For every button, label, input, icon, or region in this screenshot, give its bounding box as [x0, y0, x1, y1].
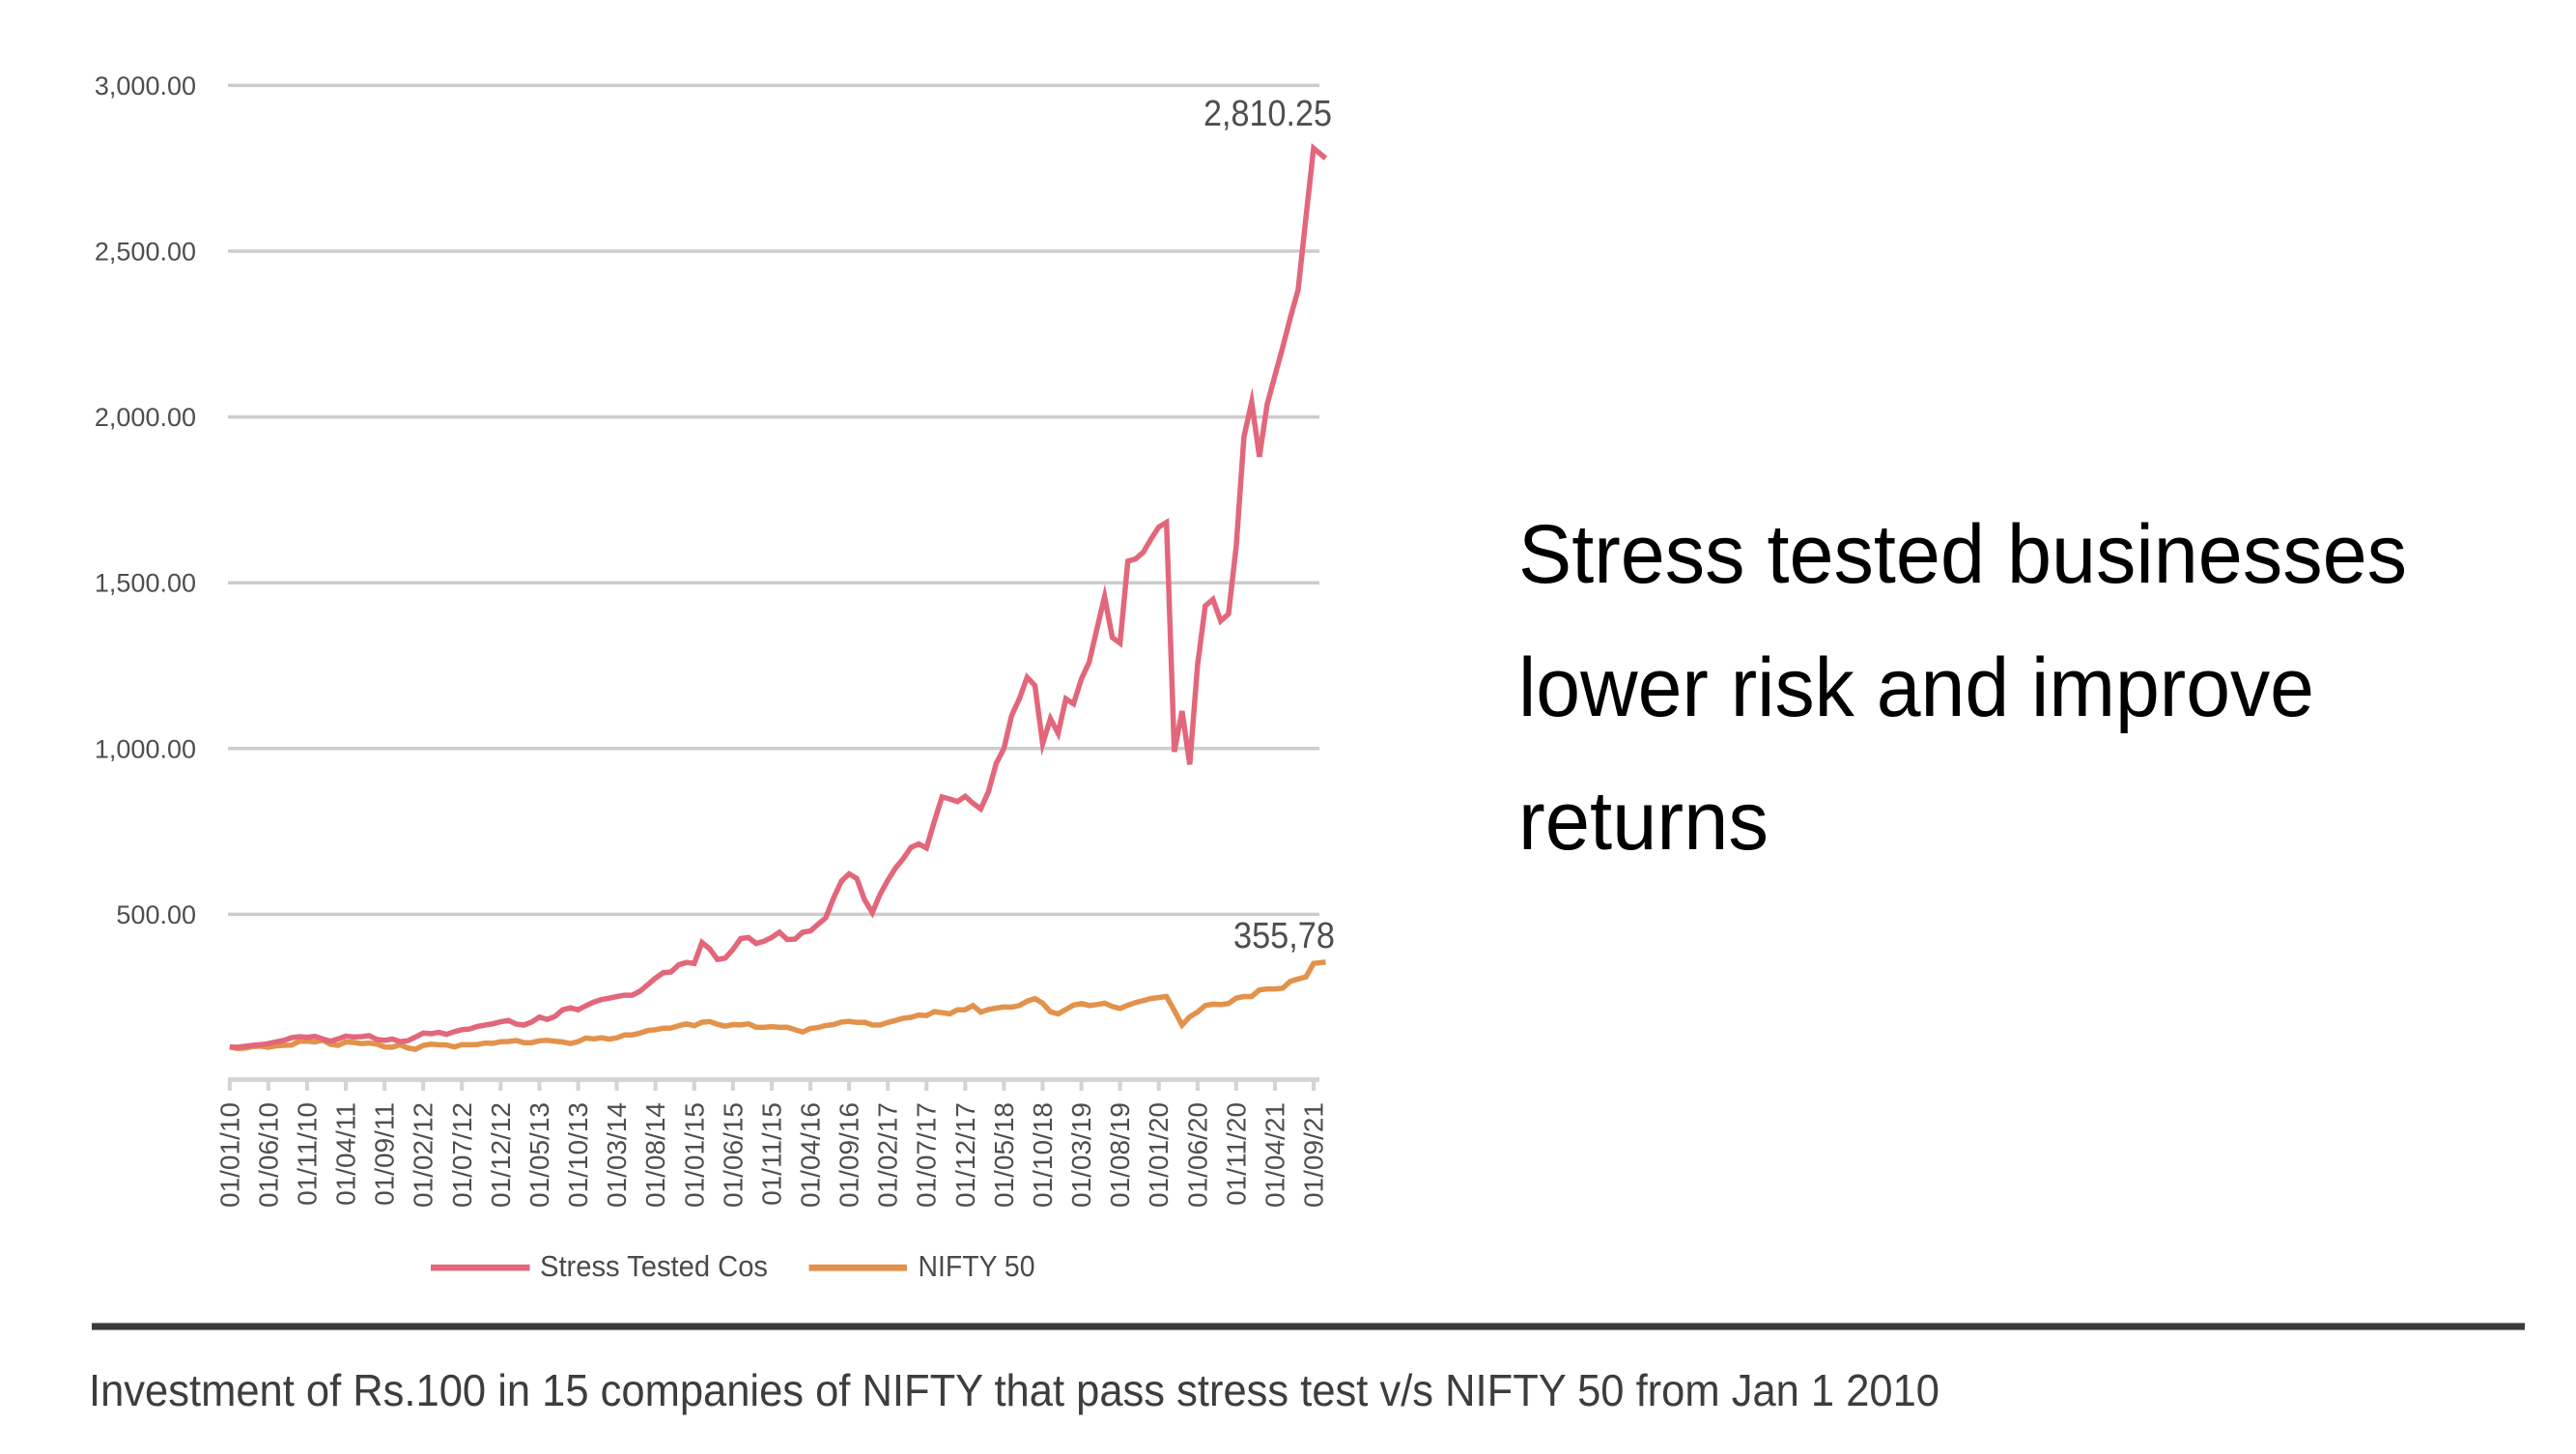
svg-text:01/02/17: 01/02/17	[873, 1102, 903, 1208]
svg-text:01/04/16: 01/04/16	[796, 1102, 826, 1208]
svg-text:355,78: 355,78	[1233, 916, 1335, 956]
svg-text:01/07/17: 01/07/17	[912, 1102, 942, 1208]
svg-text:01/05/18: 01/05/18	[989, 1102, 1019, 1208]
svg-text:Investment of Rs.100 in 15 com: Investment of Rs.100 in 15 companies of …	[89, 1365, 1939, 1415]
svg-text:01/08/14: 01/08/14	[640, 1102, 670, 1208]
svg-text:01/11/15: 01/11/15	[756, 1102, 786, 1206]
svg-text:01/10/18: 01/10/18	[1028, 1102, 1058, 1208]
svg-text:01/01/20: 01/01/20	[1144, 1102, 1174, 1208]
svg-text:1,000.00: 1,000.00	[95, 734, 196, 763]
svg-text:01/08/19: 01/08/19	[1105, 1102, 1135, 1208]
svg-text:01/01/15: 01/01/15	[679, 1102, 709, 1208]
svg-text:01/04/11: 01/04/11	[331, 1102, 361, 1206]
svg-text:3,000.00: 3,000.00	[95, 71, 196, 100]
svg-text:01/06/20: 01/06/20	[1182, 1102, 1212, 1208]
svg-text:1,500.00: 1,500.00	[95, 569, 196, 598]
svg-text:returns: returns	[1518, 775, 1769, 868]
svg-text:01/06/15: 01/06/15	[718, 1102, 748, 1208]
svg-text:01/10/13: 01/10/13	[563, 1102, 593, 1208]
svg-text:01/03/14: 01/03/14	[602, 1102, 632, 1208]
svg-text:01/05/13: 01/05/13	[524, 1102, 554, 1208]
svg-text:01/09/11: 01/09/11	[370, 1102, 400, 1206]
svg-text:01/09/16: 01/09/16	[835, 1102, 864, 1208]
svg-text:01/02/12: 01/02/12	[409, 1102, 439, 1208]
svg-text:lower risk and improve: lower risk and improve	[1518, 641, 2314, 734]
svg-text:01/07/12: 01/07/12	[447, 1102, 477, 1208]
svg-text:01/12/12: 01/12/12	[486, 1102, 516, 1208]
svg-text:Stress Tested Cos: Stress Tested Cos	[540, 1249, 768, 1283]
svg-text:2,500.00: 2,500.00	[95, 238, 196, 267]
svg-text:Stress tested businesses: Stress tested businesses	[1518, 508, 2407, 601]
svg-text:01/11/10: 01/11/10	[293, 1102, 323, 1206]
svg-text:01/04/21: 01/04/21	[1260, 1102, 1290, 1208]
svg-text:01/12/17: 01/12/17	[950, 1102, 980, 1208]
svg-text:01/06/10: 01/06/10	[253, 1102, 283, 1208]
svg-text:2,810.25: 2,810.25	[1203, 94, 1332, 134]
svg-text:01/09/21: 01/09/21	[1299, 1102, 1329, 1208]
svg-text:01/11/20: 01/11/20	[1221, 1102, 1251, 1206]
svg-text:01/03/19: 01/03/19	[1066, 1102, 1096, 1208]
svg-text:2,000.00: 2,000.00	[95, 403, 196, 432]
svg-text:500.00: 500.00	[116, 900, 196, 929]
svg-text:01/01/10: 01/01/10	[214, 1102, 244, 1208]
svg-text:NIFTY 50: NIFTY 50	[919, 1249, 1035, 1283]
